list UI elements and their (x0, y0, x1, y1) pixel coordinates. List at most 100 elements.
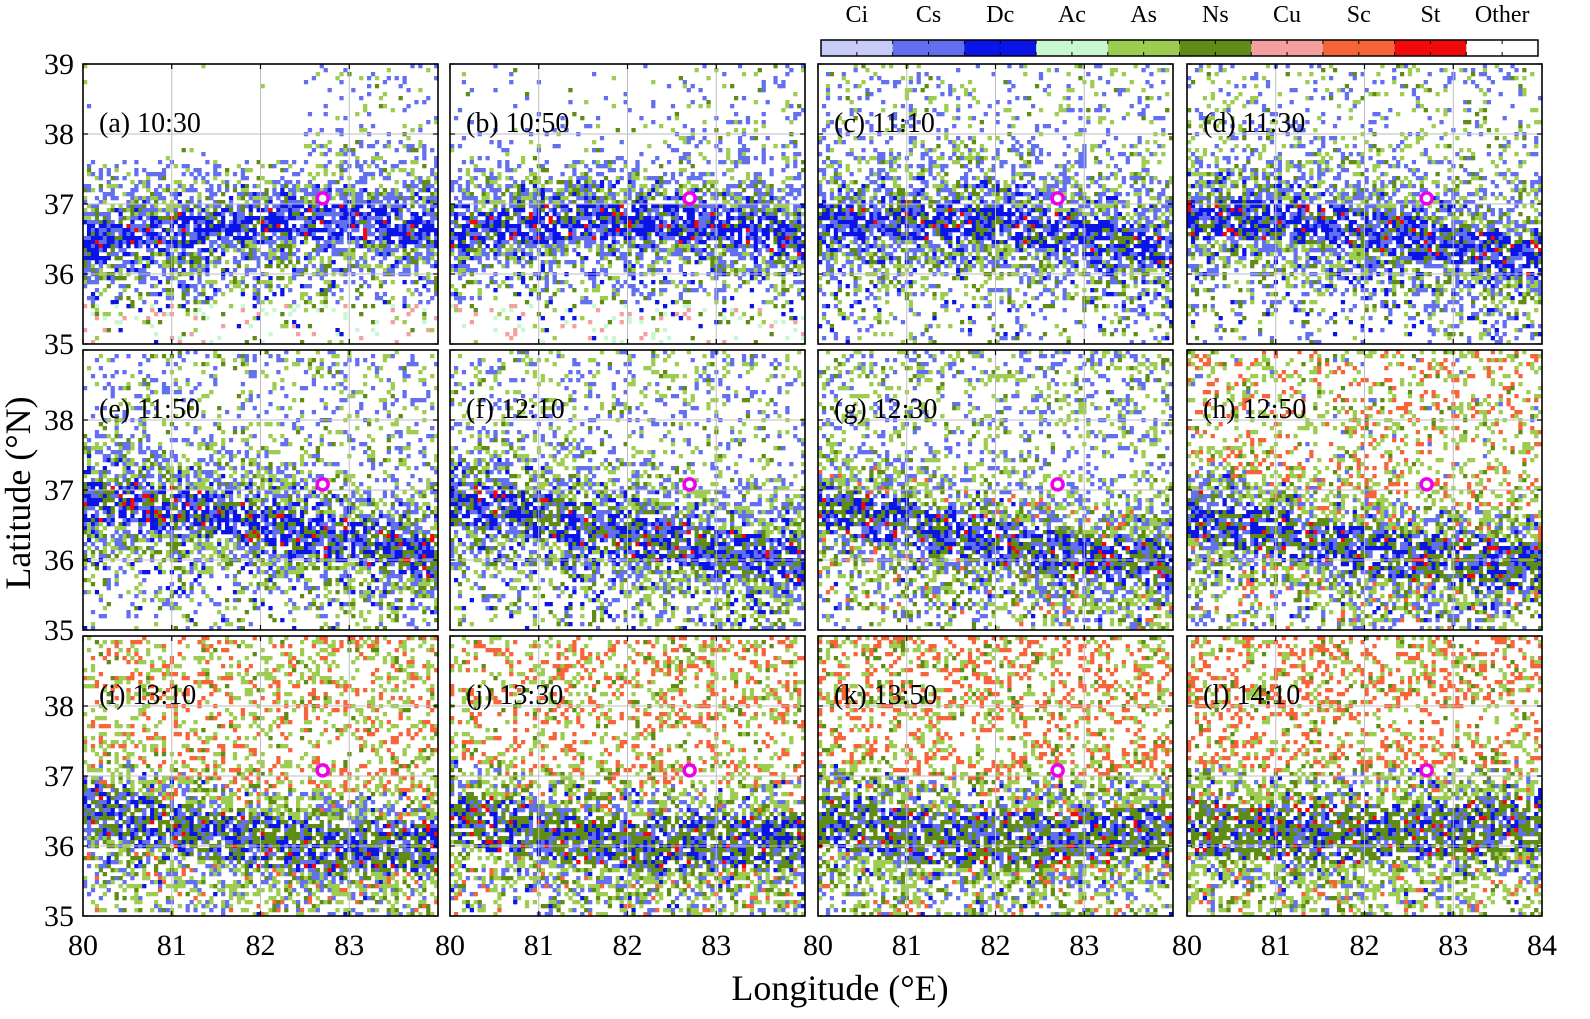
cell-ns (217, 220, 221, 224)
cell-ns (414, 260, 418, 264)
cell-cs (379, 240, 383, 244)
cell-cs (138, 196, 142, 200)
cell-cs (324, 104, 328, 108)
cell-dc (284, 224, 288, 228)
cell-cs (406, 172, 410, 176)
cell-cs (272, 232, 276, 236)
cell-cs (162, 172, 166, 176)
cell-cs (383, 228, 387, 232)
cell-dc (146, 232, 150, 236)
cell-dc (201, 216, 205, 220)
cell-dc (379, 224, 383, 228)
cell-as (288, 164, 292, 168)
cell-cs (245, 224, 249, 228)
cell-cs (166, 248, 170, 252)
cell-as (367, 264, 371, 268)
cell-dc (107, 244, 111, 248)
cell-as (95, 176, 99, 180)
cell-cs (410, 180, 414, 184)
cell-cs (182, 248, 186, 252)
cell-cs (213, 192, 217, 196)
cell-cs (197, 248, 201, 252)
cell-as (316, 72, 320, 76)
cell-as (324, 184, 328, 188)
cell-ns (241, 208, 245, 212)
cell-cs (339, 176, 343, 180)
cell-as (146, 212, 150, 216)
cell-dc (229, 232, 233, 236)
cell-as (130, 180, 134, 184)
cell-ns (138, 208, 142, 212)
cell-dc (375, 236, 379, 240)
cell-ns (320, 208, 324, 212)
cell-cs (414, 236, 418, 240)
cell-cs (418, 204, 422, 208)
cell-as (150, 196, 154, 200)
cell-dc (308, 204, 312, 208)
legend-label-ci: Ci (846, 2, 869, 28)
cell-cs (395, 196, 399, 200)
cell-ns (284, 264, 288, 268)
cell-dc (343, 204, 347, 208)
cell-cs (395, 248, 399, 252)
cell-dc (107, 256, 111, 260)
cell-as (308, 144, 312, 148)
cell-cs (111, 192, 115, 196)
cell-dc (193, 228, 197, 232)
cell-cs (221, 212, 225, 216)
cell-cs (292, 172, 296, 176)
cell-cs (217, 172, 221, 176)
cell-cs (150, 248, 154, 252)
cell-cs (430, 212, 434, 216)
cell-as (387, 144, 391, 148)
cell-cs (276, 212, 280, 216)
cell-cs (288, 188, 292, 192)
cell-cs (292, 208, 296, 212)
cell-cs (115, 240, 119, 244)
cell-cs (406, 144, 410, 148)
cell-ns (91, 232, 95, 236)
cell-cs (221, 236, 225, 240)
cell-cs (379, 168, 383, 172)
cell-as (276, 260, 280, 264)
cell-ns (430, 192, 434, 196)
cell-ns (119, 236, 123, 240)
cell-cs (371, 144, 375, 148)
cell-ns (87, 168, 91, 172)
cell-cs (430, 184, 434, 188)
cell-st (406, 232, 410, 236)
cell-cs (91, 204, 95, 208)
cell-ns (363, 240, 367, 244)
cell-dc (103, 232, 107, 236)
cell-cs (316, 212, 320, 216)
cell-cs (146, 236, 150, 240)
cell-cs (339, 240, 343, 244)
cell-as (249, 240, 253, 244)
cell-as (166, 208, 170, 212)
cell-ns (150, 192, 154, 196)
cell-ns (328, 264, 332, 268)
cell-dc (414, 216, 418, 220)
cell-dc (375, 208, 379, 212)
cell-ns (410, 228, 414, 232)
cell-cs (150, 172, 154, 176)
cell-as (193, 180, 197, 184)
cell-cs (280, 184, 284, 188)
cell-cs (355, 236, 359, 240)
cell-dc (272, 228, 276, 232)
cell-dc (414, 224, 418, 228)
cell-ns (130, 212, 134, 216)
cell-cs (174, 236, 178, 240)
cell-ns (410, 260, 414, 264)
cell-dc (249, 228, 253, 232)
cell-cs (296, 172, 300, 176)
cell-as (296, 188, 300, 192)
cell-as (162, 188, 166, 192)
cell-dc (237, 224, 241, 228)
cell-dc (142, 256, 146, 260)
cell-ns (122, 208, 126, 212)
cell-cs (414, 100, 418, 104)
cell-cs (324, 244, 328, 248)
cell-cs (296, 256, 300, 260)
cell-cs (288, 180, 292, 184)
